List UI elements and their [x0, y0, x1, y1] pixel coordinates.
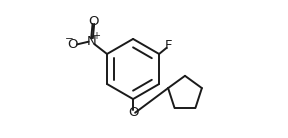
Text: N: N: [87, 35, 97, 48]
Text: +: +: [92, 31, 100, 41]
Text: O: O: [128, 106, 138, 119]
Text: O: O: [68, 38, 78, 51]
Text: F: F: [165, 39, 173, 52]
Text: O: O: [88, 15, 98, 28]
Text: −: −: [65, 34, 74, 44]
